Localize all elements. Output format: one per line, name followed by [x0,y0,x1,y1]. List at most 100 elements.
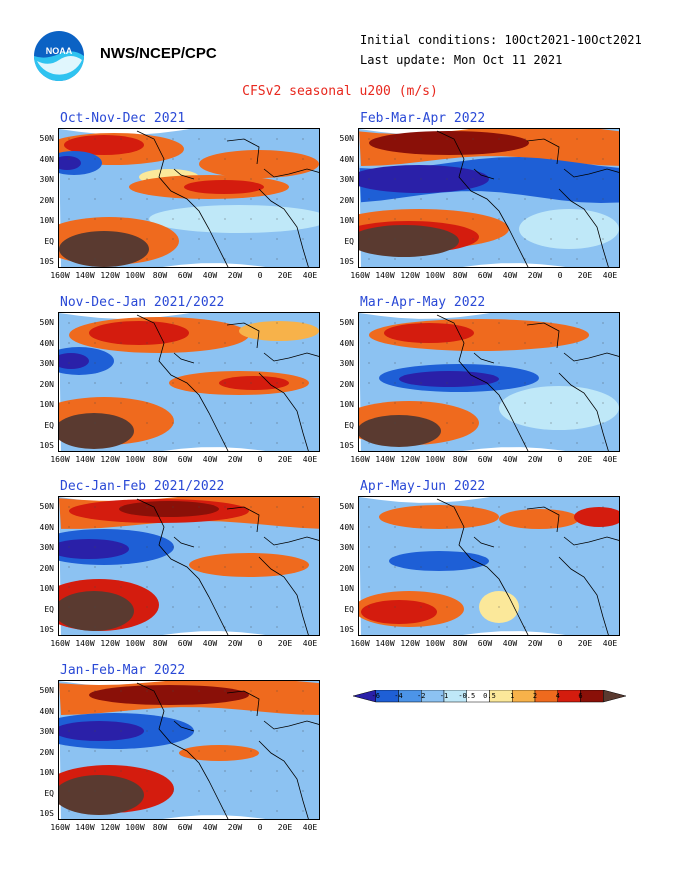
lat-tick-label: 50N [39,318,54,327]
lat-tick-label: 10N [339,400,354,409]
colorbar-label: 2 [532,692,538,700]
lat-tick-label: 50N [39,502,54,511]
colorbar-label: -2 [417,692,426,700]
grid-dots [68,138,304,260]
easterly-core [59,353,89,369]
lon-tick-label: 20E [277,639,293,648]
lon-tick-label: 140W [75,455,95,464]
colorbar-swatch [557,690,581,703]
lat-tick-label: 40N [39,706,54,716]
jet-core [89,321,189,345]
lat-tick-label: 20N [39,747,54,757]
lat-tick-label: 10N [39,584,54,593]
lon-tick-label: 160W [50,823,70,832]
lat-tick-label: 10N [39,216,54,225]
weak-negative [499,386,619,430]
colorbar-label: -0.5 [458,692,476,700]
equatorial-core [59,591,134,631]
coastline [136,130,319,267]
lon-tick-label: 140W [375,455,395,464]
lat-tick-label: 10S [39,625,54,634]
easterly-core [399,371,499,387]
subtropical-core [219,376,289,390]
equatorial-core [361,600,437,624]
lon-tick-label: 120W [100,823,120,832]
lon-tick-label: 20W [527,455,543,464]
grid-dots [368,138,604,260]
colorbar-swatch [580,690,604,703]
lon-tick-label: 20W [527,639,543,648]
lat-tick-label: 20N [339,195,354,205]
lon-tick-label: 40W [502,455,518,464]
weak-negative [519,209,619,249]
lon-tick-label: 100W [125,271,145,280]
grid-dots [368,506,604,628]
lon-tick-label: 120W [400,271,420,280]
grid-dots [68,322,304,444]
lon-tick-label: 160W [50,639,70,648]
lat-tick-label: 10S [39,257,54,266]
lat-tick-label: 20N [39,379,54,389]
lat-tick-label: 30N [39,543,54,552]
lon-tick-label: 80W [452,455,468,464]
easterly-core [59,721,144,741]
lon-tick-label: 80W [152,455,168,464]
panel-title: Mar-Apr-May 2022 [360,295,486,310]
lat-tick-label: 50N [39,134,54,143]
forecast-map [358,496,620,636]
svg-text:NOAA: NOAA [46,46,73,56]
lon-tick-label: 40E [602,455,618,464]
lon-tick-label: 140W [75,823,95,832]
lon-tick-label: 0 [557,455,563,464]
lon-tick-label: 0 [557,271,563,280]
noaa-logo-icon: NOAA [34,31,84,81]
lon-tick-label: 120W [100,271,120,280]
lat-tick-label: 10N [339,584,354,593]
colorbar-label: 0.5 [483,692,496,700]
forecast-map [58,128,320,268]
panel-title: Feb-Mar-Apr 2022 [360,111,486,126]
lon-tick-label: 0 [257,823,263,832]
lon-tick-label: 40E [602,639,618,648]
lon-tick-label: 40W [202,639,218,648]
lon-tick-label: 40E [602,271,618,280]
lon-tick-label: 20E [277,823,293,832]
forecast-map [358,312,620,452]
lon-tick-label: 60W [477,639,493,648]
lon-tick-label: 40W [202,823,218,832]
grid-dots [68,690,304,812]
lon-tick-label: 60W [477,271,493,280]
jet-east [239,321,319,341]
lon-tick-label: 140W [375,271,395,280]
lon-tick-label: 80W [452,639,468,648]
lon-tick-label: 100W [425,271,445,280]
lon-tick-label: 40E [302,455,318,464]
panel-title: Nov-Dec-Jan 2021/2022 [60,295,225,310]
coastline [136,498,319,635]
coastline [436,498,619,635]
lon-tick-label: 100W [125,639,145,648]
panel-title: Jan-Feb-Mar 2022 [60,663,186,678]
lon-tick-label: 60W [177,639,193,648]
lon-tick-label: 0 [557,639,563,648]
lat-tick-label: EQ [344,236,354,246]
lon-tick-label: 40W [502,639,518,648]
lat-tick-label: 10N [39,768,54,777]
subtropical-core [184,180,264,194]
lat-tick-label: 50N [339,318,354,327]
lon-tick-label: 80W [452,271,468,280]
grid-dots [68,506,304,628]
lat-tick-label: 50N [339,502,354,511]
forecast-map [58,680,320,820]
lon-tick-label: 100W [425,455,445,464]
lon-tick-label: 80W [152,823,168,832]
lon-tick-label: 40E [302,639,318,648]
lon-tick-label: 60W [177,823,193,832]
lon-tick-label: 0 [257,455,263,464]
colorbar-label: -6 [371,692,380,700]
coastline [136,314,319,451]
lon-tick-label: 40E [302,823,318,832]
jet-east-core [574,507,619,527]
grid-dots [368,322,604,444]
colorbar-label: 4 [555,692,560,700]
